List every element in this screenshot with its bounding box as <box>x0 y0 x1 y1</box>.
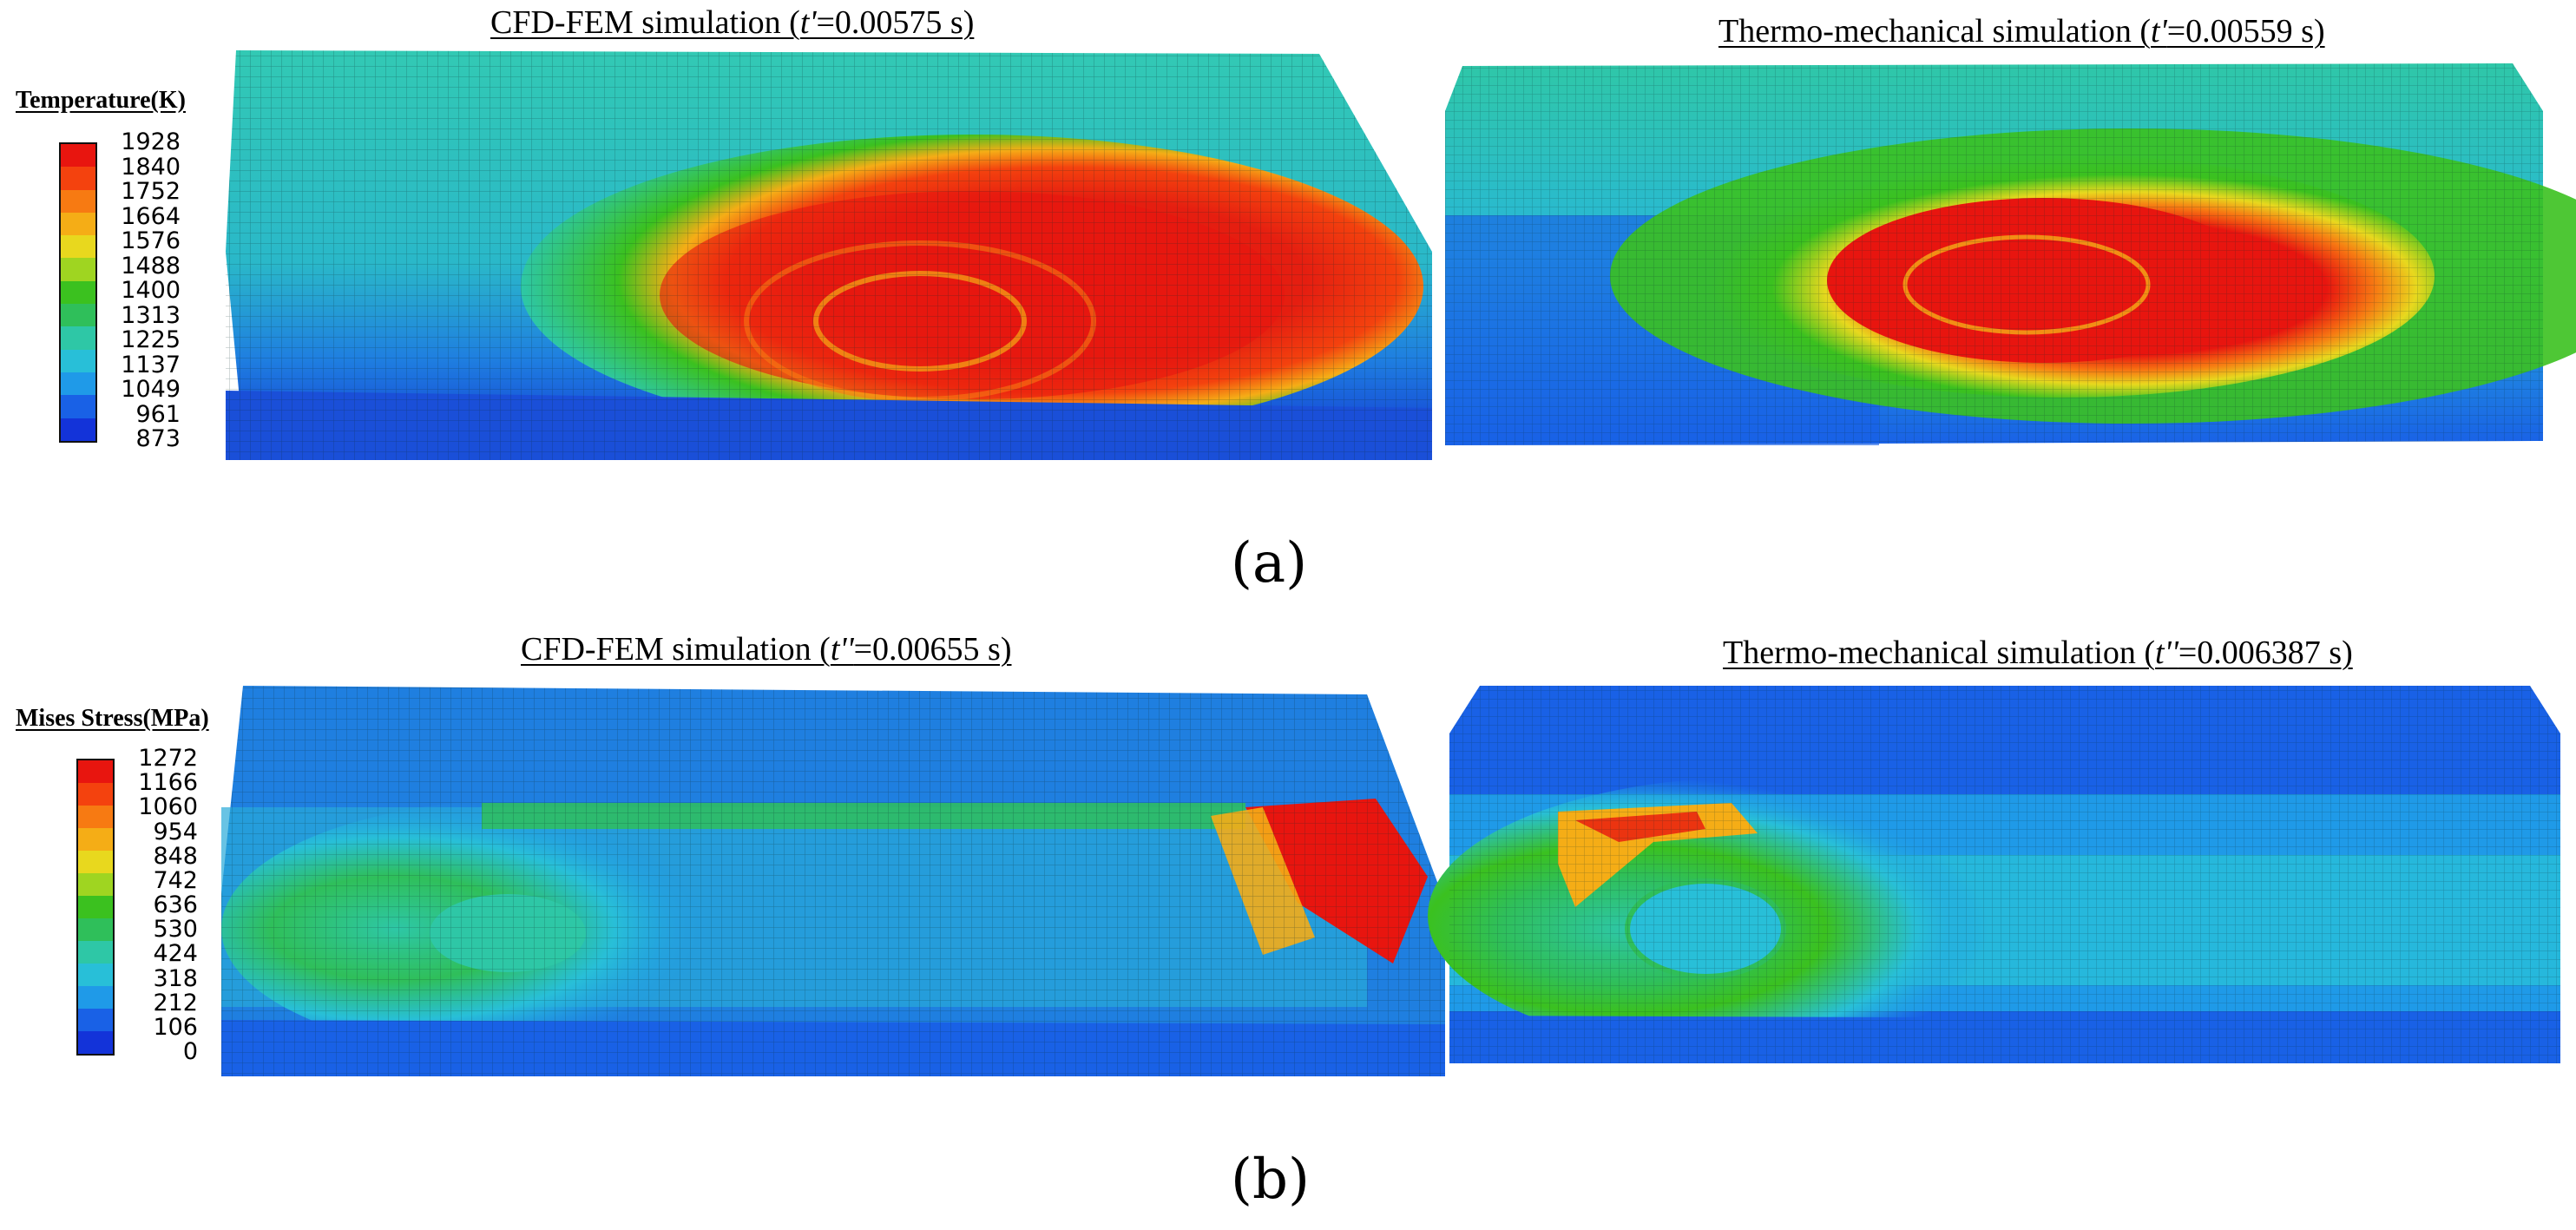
colorbar-tick-label: 212 <box>153 989 198 1016</box>
colorbar-segment <box>61 304 95 327</box>
panel-b-left-title: CFD-FEM simulation (t''=0.00655 s) <box>521 631 1012 668</box>
temperature-legend-title: Temperature(K) <box>16 87 186 114</box>
colorbar-segment <box>61 349 95 372</box>
colorbar-tick-label: 954 <box>153 818 198 845</box>
colorbar-segment <box>61 372 95 396</box>
colorbar-segment <box>61 418 95 441</box>
caption-b: (b) <box>1231 1148 1310 1212</box>
colorbar-segment <box>61 258 95 281</box>
colorbar-tick-label: 1928 <box>121 128 181 155</box>
colorbar-segment <box>61 280 95 305</box>
colorbar-tick-label: 0 <box>182 1038 198 1065</box>
panel-a-left-title: CFD-FEM simulation (t'=0.00575 s) <box>490 4 975 41</box>
colorbar-tick-label: 1576 <box>121 227 181 254</box>
colorbar-tick-label: 1313 <box>121 301 181 329</box>
colorbar-tick-label: 1400 <box>121 277 181 304</box>
colorbar-tick-label: 873 <box>135 425 181 452</box>
colorbar-segment <box>78 1031 113 1054</box>
temperature-colorbar <box>59 142 97 443</box>
colorbar-segment <box>61 144 95 168</box>
colorbar-segment <box>78 986 113 1009</box>
colorbar-segment <box>61 326 95 350</box>
stress-legend-title: Mises Stress(MPa) <box>16 705 209 732</box>
colorbar-segment <box>61 167 95 190</box>
thermo-mechanical-temperature-plot <box>1445 63 2576 445</box>
panel-b-right-title: Thermo-mechanical simulation (t''=0.0063… <box>1723 635 2353 671</box>
colorbar-tick-label: 530 <box>153 916 198 944</box>
colorbar-tick-label: 1137 <box>121 351 181 378</box>
colorbar-tick-label: 424 <box>153 940 198 968</box>
colorbar-tick-label: 848 <box>153 842 198 870</box>
colorbar-segment <box>78 760 113 783</box>
colorbar-segment <box>78 851 113 873</box>
colorbar-segment <box>78 783 113 806</box>
colorbar-tick-label: 1840 <box>121 153 181 181</box>
colorbar-tick-label: 1225 <box>121 326 181 353</box>
colorbar-tick-label: 1488 <box>121 252 181 280</box>
colorbar-segment <box>78 896 113 918</box>
colorbar-tick-label: 636 <box>153 891 198 918</box>
colorbar-segment <box>61 235 95 259</box>
colorbar-segment <box>78 828 113 851</box>
colorbar-tick-label: 742 <box>153 866 198 894</box>
colorbar-segment <box>61 395 95 418</box>
colorbar-segment <box>61 189 95 213</box>
caption-a: (a) <box>1231 531 1308 595</box>
cfd-fem-stress-plot <box>221 686 1445 1076</box>
colorbar-tick-label: 961 <box>135 400 181 428</box>
colorbar-tick-label: 1166 <box>138 769 198 797</box>
colorbar-tick-label: 1272 <box>138 745 198 772</box>
colorbar-segment <box>78 918 113 941</box>
colorbar-tick-label: 318 <box>153 964 198 992</box>
colorbar-tick-label: 106 <box>153 1013 198 1041</box>
thermo-mechanical-stress-plot <box>1428 686 2560 1063</box>
colorbar-tick-label: 1049 <box>121 376 181 403</box>
colorbar-segment <box>78 964 113 986</box>
panel-a-right-title: Thermo-mechanical simulation (t'=0.00559… <box>1718 13 2325 49</box>
colorbar-segment <box>78 873 113 896</box>
colorbar-segment <box>78 941 113 964</box>
colorbar-tick-label: 1664 <box>121 202 181 230</box>
colorbar-segment <box>78 1009 113 1031</box>
colorbar-tick-label: 1060 <box>138 793 198 821</box>
colorbar-tick-label: 1752 <box>121 178 181 205</box>
stress-colorbar <box>76 759 115 1056</box>
cfd-fem-temperature-plot <box>226 50 1432 460</box>
colorbar-segment <box>78 806 113 828</box>
colorbar-segment <box>61 212 95 236</box>
